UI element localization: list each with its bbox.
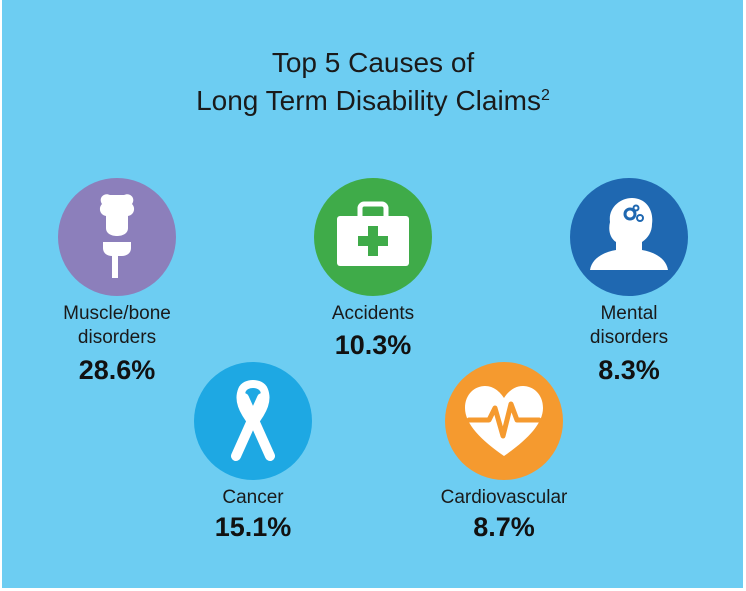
cardiovascular-circle: [445, 362, 563, 480]
cancer-circle: [194, 362, 312, 480]
accidents-label: Accidents: [273, 302, 473, 326]
cancer-label: Cancer: [153, 486, 353, 510]
cancer-label-line-1: Cancer: [222, 487, 284, 508]
first-aid-kit-icon: [337, 201, 409, 266]
title-footnote-marker: 2: [541, 87, 550, 104]
cancer-value: 15.1%: [214, 512, 292, 542]
accidents-circle: [314, 178, 432, 296]
mental-label: Mental disorders: [529, 302, 729, 350]
muscle-bone-circle: [58, 178, 176, 296]
ribbon-icon: [231, 380, 275, 461]
muscle-bone-label-line-1: Muscle/bone: [63, 303, 171, 324]
accidents-value: 10.3%: [334, 330, 412, 360]
cardiovascular-label: Cardiovascular: [404, 486, 604, 510]
head-gears-icon: [590, 198, 668, 270]
title-line-2: Long Term Disability Claims2: [0, 82, 746, 120]
muscle-bone-label-line-2: disorders: [77, 327, 157, 348]
heart-pulse-icon: [465, 386, 543, 456]
title-line-2-text: Long Term Disability Claims: [196, 85, 542, 116]
bone-joint-icon: [99, 194, 135, 278]
cardiovascular-label-line-1: Cardiovascular: [440, 487, 568, 508]
chart-title: Top 5 Causes of Long Term Disability Cla…: [0, 44, 746, 120]
mental-circle: [570, 178, 688, 296]
title-line-1: Top 5 Causes of: [271, 47, 475, 78]
muscle-bone-label: Muscle/bone disorders: [17, 302, 217, 350]
mental-value: 8.3%: [598, 355, 660, 385]
accidents-label-line-1: Accidents: [331, 303, 415, 324]
muscle-bone-value: 28.6%: [78, 355, 156, 385]
mental-label-line-1: Mental: [600, 303, 658, 324]
mental-label-line-2: disorders: [589, 327, 669, 348]
cardiovascular-value: 8.7%: [473, 512, 535, 542]
